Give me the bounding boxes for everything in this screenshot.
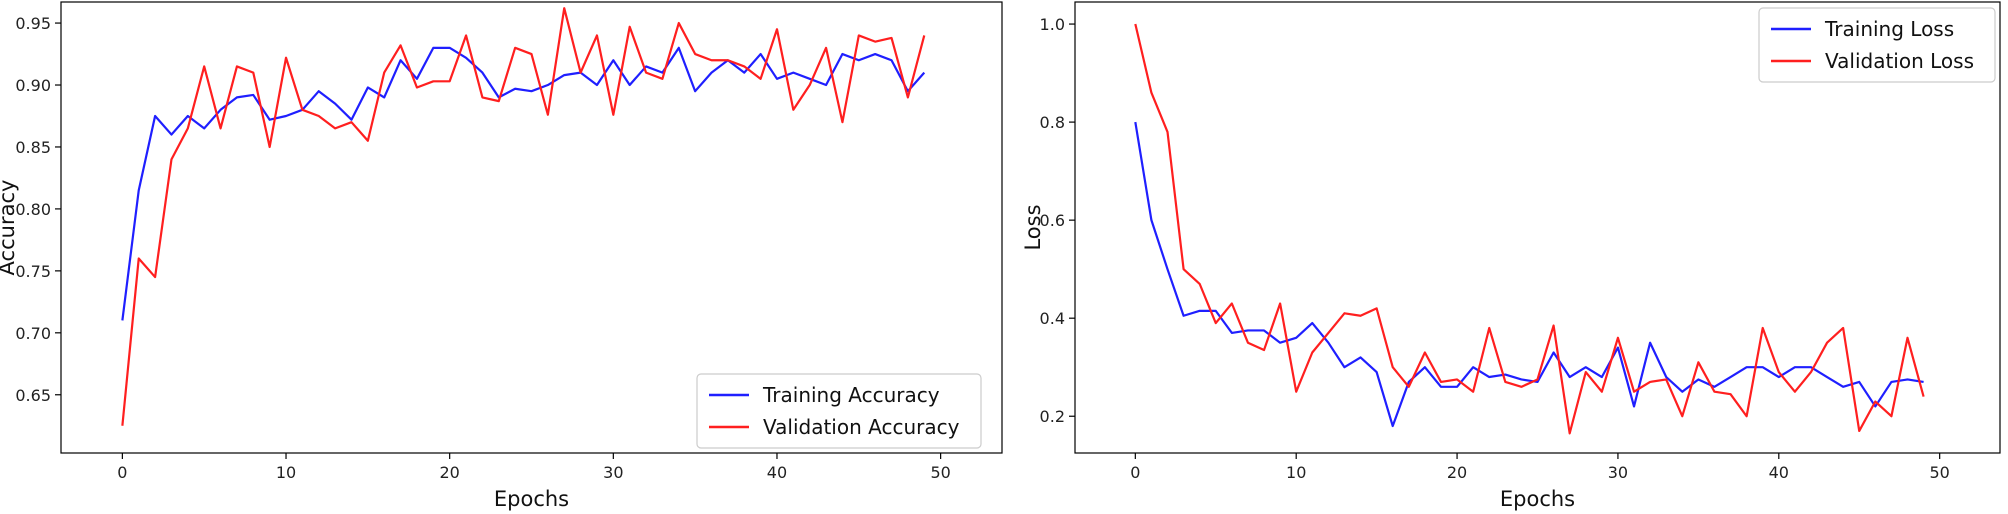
legend-box: [696, 373, 982, 449]
series-line-1-1: [121, 46, 926, 321]
y-tick-label: 1.0: [1040, 15, 1065, 34]
legend: Training Loss Validation Loss: [1758, 7, 1996, 83]
x-tick-label: 50: [930, 463, 950, 482]
x-tick-label: 30: [603, 463, 623, 482]
y-tick-label: 0.6: [1040, 211, 1065, 230]
series-line-1-2: [121, 7, 926, 426]
x-tick-label: 50: [1929, 463, 1949, 482]
y-axis-label: Loss: [1021, 204, 1045, 250]
legend-box: [1758, 7, 1996, 83]
series-line-2-2: [1134, 23, 1925, 435]
y-tick-label: 0.8: [1040, 113, 1065, 132]
x-tick-label: 30: [1608, 463, 1628, 482]
y-tick-label: 0.70: [15, 324, 51, 343]
x-axis-label: Epochs: [494, 487, 569, 511]
series-line-2-1: [1134, 121, 1924, 428]
chart-panel-2: 0 10 20 30 40 50 0.2 0.4 0.6 0.8 1.0 Epochs Loss Trai…: [1021, 1, 2001, 511]
x-tick-label: 0: [117, 463, 127, 482]
y-tick-label: 0.4: [1040, 309, 1065, 328]
y-tick-label: 0.85: [15, 138, 51, 157]
x-axis-label: Epochs: [1500, 487, 1575, 511]
y-tick-label: 0.75: [15, 262, 51, 281]
legend-entry: Training Loss: [1824, 17, 1954, 41]
x-tick-label: 40: [1769, 463, 1789, 482]
legend-entry: Validation Loss: [1825, 49, 1974, 73]
y-tick-label: 0.80: [15, 200, 51, 219]
x-tick-label: 10: [1286, 463, 1306, 482]
x-tick-label: 0: [1130, 463, 1140, 482]
y-tick-label: 0.95: [15, 14, 51, 33]
legend-entry: Training Accuracy: [762, 383, 940, 407]
y-axis-label: Accuracy: [0, 180, 19, 276]
plot-frame: [60, 1, 1003, 454]
chart-panel-1: 0 10 20 30 40 50 0.65 0.70 0.75 0.80 0.85 0.90 0.95 E…: [0, 1, 1003, 511]
plot-frame: [1074, 1, 2001, 454]
x-tick-label: 10: [276, 463, 296, 482]
x-tick-label: 20: [1447, 463, 1467, 482]
x-tick-label: 40: [767, 463, 787, 482]
x-tick-label: 20: [439, 463, 459, 482]
legend-entry: Validation Accuracy: [763, 415, 960, 439]
y-tick-label: 0.65: [15, 386, 51, 405]
y-tick-label: 0.90: [15, 76, 51, 95]
y-tick-label: 0.2: [1040, 407, 1065, 426]
legend: Training Accuracy Validation Accuracy: [696, 373, 982, 449]
